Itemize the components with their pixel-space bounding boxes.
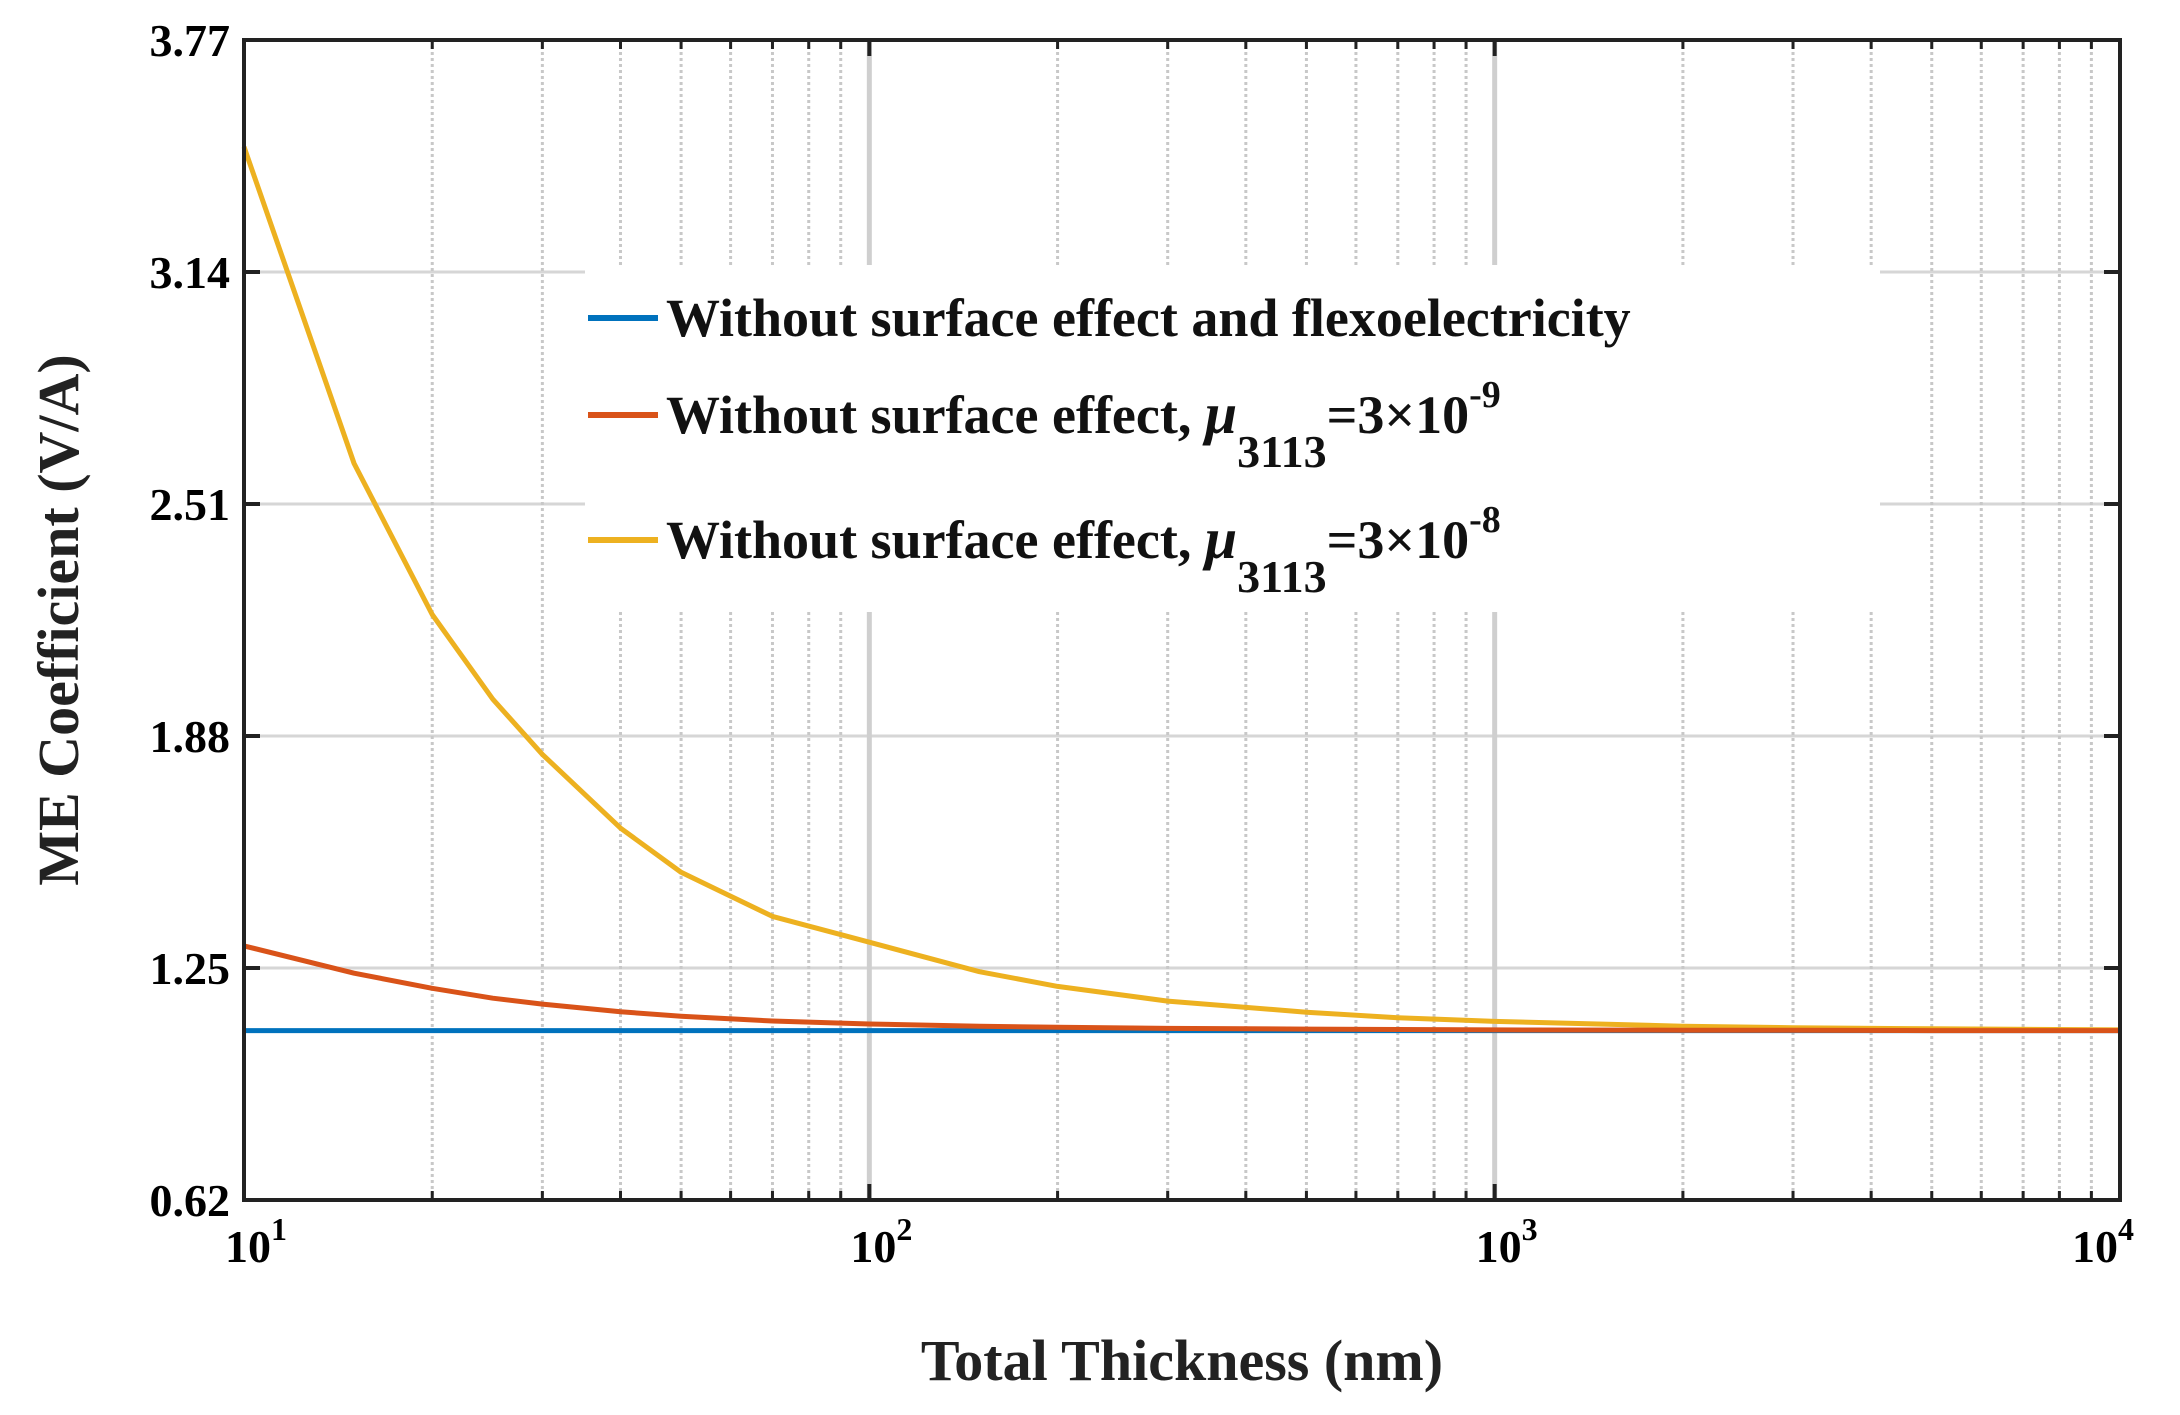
x-tick-label: 102 — [850, 1211, 912, 1272]
x-tick-label: 103 — [1476, 1211, 1538, 1272]
legend-label-1: Without surface effect and flexoelectric… — [666, 288, 1631, 348]
y-axis-label: ME Coefficient (V/A) — [26, 354, 91, 886]
x-tick-label: 101 — [225, 1211, 287, 1272]
series-line-3 — [241, 145, 2121, 1033]
y-tick-label: 3.77 — [150, 15, 231, 66]
y-tick-label: 2.51 — [150, 479, 231, 530]
axis-ticks: 0.62 1.25 1.88 2.51 3.14 3.77 101 102 103 104 — [150, 15, 2135, 1272]
y-tick-label: 1.88 — [150, 711, 231, 762]
legend-label-2: Without surface effect, μ3113=3×10-9 — [666, 374, 1501, 477]
y-tick-label: 0.62 — [150, 1175, 231, 1226]
grid-lines — [244, 40, 2120, 1200]
x-axis-label: Total Thickness (nm) — [921, 1328, 1443, 1393]
y-tick-label: 3.14 — [150, 247, 231, 298]
series-line-2 — [243, 943, 2120, 1034]
y-tick-label: 1.25 — [150, 943, 231, 994]
legend-label-3: Without surface effect, μ3113=3×10-8 — [666, 499, 1501, 602]
series-layer — [241, 145, 2121, 1034]
plot-frame — [242, 38, 2122, 1202]
x-tick-label: 104 — [2072, 1211, 2134, 1272]
legend: Without surface effect and flexoelectric… — [588, 288, 1631, 602]
